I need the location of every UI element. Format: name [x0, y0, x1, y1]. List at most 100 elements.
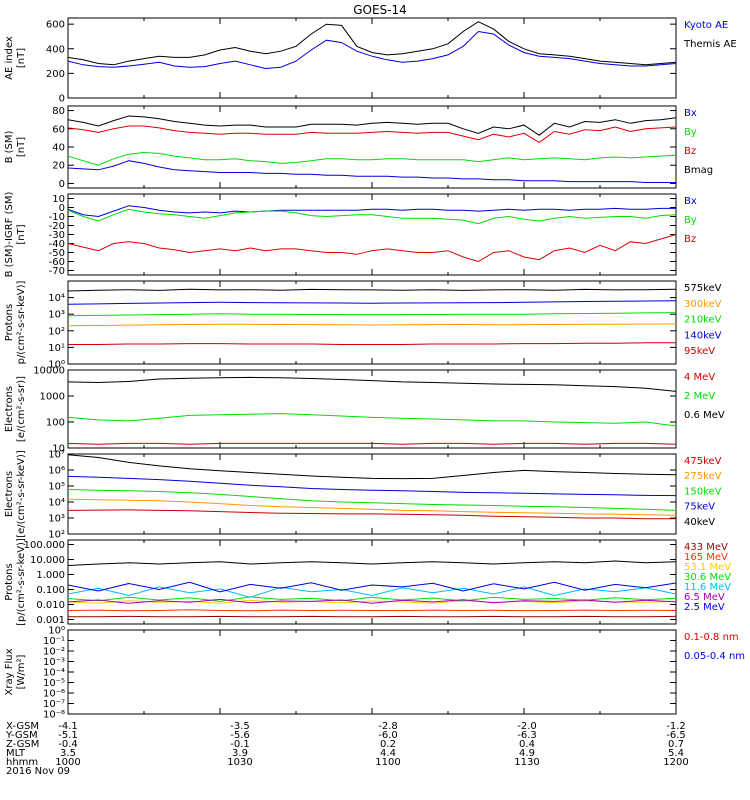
y-tick-label: 60: [52, 124, 65, 135]
y-tick-label: 1.000: [36, 570, 65, 581]
legend-label: 40keV: [684, 517, 715, 528]
y-tick-label: 10⁷: [48, 450, 65, 461]
series-line-140kev: [68, 300, 676, 305]
y-tick-label: -60: [49, 257, 65, 268]
series-line-475kev: [68, 509, 676, 520]
legend-label: Bz: [684, 234, 696, 245]
y-axis-label: B (SM): [4, 130, 15, 163]
y-tick-label: -10: [49, 212, 65, 223]
panel-4: 10⁰ 10¹ 10² 10³ 10⁴ Protons p/(cm²-s-sr-keV)] 5…: [4, 280, 722, 371]
y-tick-label: 0.001: [36, 615, 65, 626]
legend-label: By: [684, 215, 697, 226]
series-line-4-mev: [68, 442, 676, 445]
y-tick-label: 400: [46, 44, 65, 55]
y-axis-label: Protons: [4, 563, 15, 600]
footer-value: -6.0: [378, 730, 398, 741]
legend-label: 75keV: [684, 502, 715, 513]
figure-title: GOES-14: [353, 3, 407, 17]
footer-value: -0.4: [58, 739, 78, 750]
footer-value: -5.1: [58, 730, 78, 741]
y-tick-label: 10⁴: [48, 293, 65, 304]
legend-label: 2.5 MeV: [684, 602, 725, 613]
y-axis-label: [e/(cm²-s-sr-keV)]: [16, 450, 27, 538]
y-axis-label: Xray Flux: [4, 648, 15, 695]
legend-label: 0.05-0.4 nm: [684, 651, 745, 662]
y-tick-label: 10.000: [30, 555, 65, 566]
legend-label: Kyoto AE: [684, 20, 728, 31]
y-tick-label: 0: [59, 203, 65, 214]
y-tick-label: 40: [52, 143, 65, 154]
y-axis-label: [nT]: [16, 224, 27, 244]
panel-frame: [67, 369, 677, 449]
series-line-575kev: [68, 288, 676, 292]
legend-label: 165 MeV: [684, 552, 728, 563]
footer-row-label: hhmm: [6, 757, 38, 768]
y-tick-label: -20: [49, 221, 65, 232]
y-tick-label: 0: [59, 179, 65, 190]
legend-label: Bz: [684, 146, 696, 157]
series-line-300kev: [68, 323, 676, 327]
panel-8: 10⁻⁸10⁻⁷10⁻⁶10⁻⁵10⁻⁴10⁻³10⁻²10⁻¹10⁰ Xray …: [4, 626, 745, 721]
legend-label: 30.6 MeV: [684, 572, 731, 583]
panel-frame: [67, 629, 677, 715]
legend-label: Themis AE: [683, 39, 737, 50]
footer-value: 1200: [663, 757, 688, 768]
footer-value: 0.7: [668, 739, 684, 750]
y-tick-label: 600: [46, 20, 65, 31]
footer-value: 1000: [55, 757, 80, 768]
series-line-30-6-mev: [68, 596, 676, 602]
legend-label: Bmag: [684, 165, 713, 176]
y-axis-label: Protons: [4, 304, 15, 341]
y-axis-label: [p/(cm²-s-sr-keV)]: [16, 538, 27, 626]
y-axis-label: [nT]: [16, 48, 27, 68]
y-tick-label: 10: [52, 194, 65, 205]
series-line-11-6-mev: [68, 586, 676, 598]
legend-label: 300keV: [684, 299, 722, 310]
footer-value: 1100: [375, 757, 400, 768]
y-axis-label: B (SM)-IGRF (SM): [4, 192, 15, 278]
series-line-165-mev: [68, 609, 676, 612]
y-tick-label: 10⁻⁶: [43, 689, 65, 700]
y-tick-label: 10³: [48, 310, 65, 321]
panel-frame: [67, 17, 677, 99]
y-tick-label: 0.010: [36, 600, 65, 611]
y-tick-label: 10²: [48, 326, 65, 337]
y-tick-label: 10⁻²: [43, 647, 65, 658]
y-tick-label: 10⁻⁴: [43, 668, 65, 679]
y-tick-label: 10⁻⁵: [43, 678, 65, 689]
footer-value: 3.9: [232, 748, 248, 759]
series-line-275kev: [68, 498, 676, 516]
y-axis-label: [e/(cm²-s-sr)]: [16, 376, 27, 442]
legend-label: 475keV: [684, 456, 722, 467]
legend-label: 150keV: [684, 486, 722, 497]
y-tick-label: 10⁰: [48, 360, 65, 371]
legend-label: 6.5 MeV: [684, 592, 725, 603]
y-tick-label: 10: [52, 444, 65, 455]
panel-frame: [67, 280, 677, 365]
y-tick-label: -70: [49, 266, 65, 277]
y-axis-label: Electrons: [4, 471, 15, 517]
y-tick-label: 10000: [33, 366, 65, 377]
legend-label: 4 MeV: [684, 372, 715, 383]
y-tick-label: 10³: [48, 514, 65, 525]
series-line-bz: [68, 125, 676, 143]
legend-label: 0.1-0.8 nm: [684, 632, 739, 643]
y-tick-label: 0.100: [36, 585, 65, 596]
legend-label: Bx: [684, 196, 697, 207]
y-tick-label: -40: [49, 239, 65, 250]
legend-label: 53.1 MeV: [684, 562, 731, 573]
footer-value: -6.5: [666, 730, 686, 741]
series-line-210kev: [68, 312, 676, 317]
series-line-53-1-mev: [68, 599, 676, 604]
series-line-2-5-mev: [68, 581, 676, 593]
series-line-bmag: [68, 115, 676, 136]
y-tick-label: 10⁶: [48, 466, 65, 477]
footer-value: 4.9: [519, 748, 535, 759]
legend-label: 0.6 MeV: [684, 410, 725, 421]
footer-value: -3.5: [230, 721, 250, 732]
y-tick-label: -30: [49, 230, 65, 241]
